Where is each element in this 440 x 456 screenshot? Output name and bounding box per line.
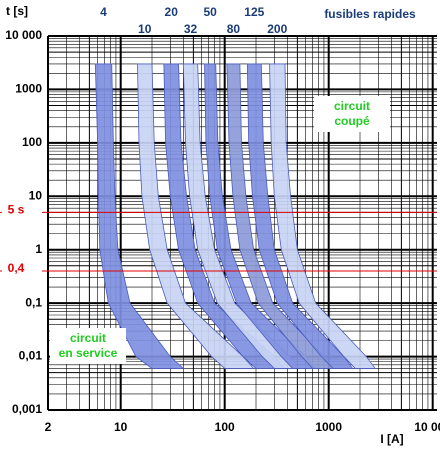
annotation-bg xyxy=(50,328,126,364)
x-tick-label: 10 xyxy=(114,420,128,434)
x-tick-label: 10 000 xyxy=(414,420,440,434)
series-label: 50 xyxy=(203,5,217,19)
series-label: 200 xyxy=(267,22,287,36)
reference-label-bg xyxy=(2,204,42,217)
reference-label: 0,4 xyxy=(8,261,25,275)
annotation-text: circuit xyxy=(70,331,106,345)
y-tick-label: 10 000 xyxy=(5,28,42,42)
y-tick-label: 0,001 xyxy=(12,402,42,416)
y-tick-label: 1000 xyxy=(15,82,42,96)
y-tick-label: 100 xyxy=(22,135,42,149)
y-tick-label: 0,1 xyxy=(25,295,42,309)
y-tick-label: 10 xyxy=(29,188,43,202)
series-label: 125 xyxy=(244,5,264,19)
y-tick-label: 1 xyxy=(35,242,42,256)
annotation-text: en service xyxy=(59,346,118,360)
series-label: 32 xyxy=(184,22,198,36)
fuse-band xyxy=(246,63,354,369)
reference-label: 5 s xyxy=(8,203,25,217)
annotation-text: circuit xyxy=(334,99,370,113)
y-axis-label: t [s] xyxy=(6,4,28,18)
fuse-band xyxy=(269,63,376,369)
annotation-text: coupé xyxy=(334,114,370,128)
fuse-band xyxy=(137,63,255,369)
chart-title: fusibles rapides xyxy=(324,7,416,21)
x-tick-label: 100 xyxy=(215,420,235,434)
annotation-bg xyxy=(314,96,390,132)
x-tick-label: 1000 xyxy=(315,420,342,434)
series-label: 4 xyxy=(100,5,107,19)
series-label: 80 xyxy=(227,22,241,36)
reference-label-bg xyxy=(2,262,42,275)
x-tick-label: 2 xyxy=(45,420,52,434)
y-tick-label: 0,01 xyxy=(19,349,43,363)
series-label: 10 xyxy=(138,22,152,36)
series-label: 20 xyxy=(165,5,179,19)
x-axis-label: I [A] xyxy=(380,432,403,446)
fuse-band xyxy=(94,63,185,369)
